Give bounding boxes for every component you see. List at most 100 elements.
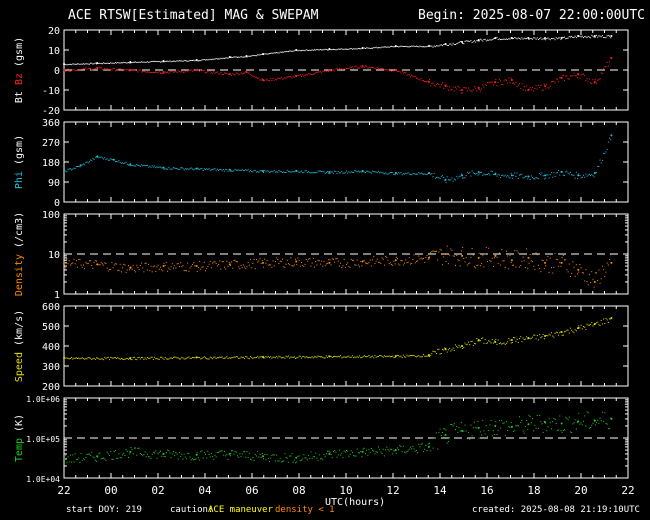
data-mark-phi — [469, 172, 471, 174]
data-mark-phi — [490, 170, 492, 172]
data-mark-temp — [161, 455, 163, 457]
data-mark-bt — [323, 49, 325, 51]
data-mark-phi — [318, 170, 320, 172]
data-mark-bz — [524, 89, 526, 91]
data-mark-phi — [485, 173, 487, 175]
data-mark-bz — [139, 69, 141, 71]
data-mark-temp — [150, 458, 152, 460]
data-mark-density — [489, 260, 491, 262]
data-mark-temp — [593, 419, 595, 421]
x-tick-label: 00 — [104, 484, 117, 497]
data-mark-temp — [487, 435, 488, 437]
data-mark-temp — [571, 432, 573, 434]
data-mark-bt — [284, 51, 286, 53]
data-mark-bz — [456, 88, 458, 90]
data-mark-bt — [465, 40, 467, 42]
data-mark-bz — [173, 71, 175, 73]
data-mark-phi — [309, 172, 311, 174]
data-mark-speed — [387, 355, 389, 357]
data-mark-bz — [348, 67, 350, 69]
data-mark-bz — [183, 71, 185, 73]
data-mark-density — [356, 259, 358, 261]
data-point-bz — [461, 89, 464, 91]
data-mark-density — [196, 270, 198, 272]
data-mark-temp — [582, 420, 584, 422]
density-note: density < 1 — [275, 505, 335, 515]
data-mark-bz — [125, 69, 127, 71]
data-mark-speed — [530, 337, 532, 339]
data-mark-temp — [369, 451, 371, 453]
data-mark-speed — [495, 338, 497, 340]
data-mark-speed — [157, 358, 159, 360]
data-mark-density — [404, 262, 406, 264]
data-mark-phi — [373, 171, 375, 173]
data-mark-density — [260, 262, 262, 264]
data-mark-phi — [229, 170, 231, 172]
data-mark-bz — [409, 76, 411, 78]
data-mark-phi — [599, 159, 601, 161]
data-mark-bt — [387, 46, 389, 48]
data-mark-temp — [201, 450, 203, 452]
data-mark-phi — [177, 168, 179, 170]
data-mark-bz — [599, 78, 601, 80]
data-mark-density — [194, 265, 196, 267]
data-mark-speed — [239, 357, 241, 359]
data-mark-bz — [226, 72, 228, 74]
data-mark-temp — [505, 421, 507, 423]
data-mark-bz — [472, 89, 474, 91]
data-mark-bt — [545, 39, 547, 41]
data-mark-temp — [92, 456, 94, 458]
data-mark-bt — [214, 58, 216, 60]
data-mark-bt — [529, 38, 531, 40]
data-mark-bz — [186, 70, 188, 72]
data-mark-density — [524, 267, 526, 269]
data-mark-density — [276, 257, 278, 259]
data-mark-speed — [334, 355, 336, 357]
data-mark-density — [401, 260, 403, 262]
data-mark-density — [550, 267, 552, 269]
data-mark-temp — [400, 445, 402, 447]
data-mark-phi — [188, 169, 190, 171]
data-mark-density — [517, 252, 519, 254]
data-mark-density — [446, 245, 448, 247]
data-mark-speed — [539, 334, 541, 336]
data-mark-temp — [606, 423, 608, 425]
data-mark-phi — [315, 172, 317, 174]
data-mark-temp — [344, 451, 346, 453]
data-mark-bz — [444, 84, 446, 86]
data-mark-phi — [536, 177, 538, 179]
data-mark-bz — [440, 83, 442, 85]
data-mark-bz — [473, 86, 475, 88]
data-mark-temp — [100, 458, 102, 460]
data-mark-density — [381, 257, 383, 259]
data-mark-temp — [73, 461, 75, 463]
data-mark-density — [400, 260, 402, 262]
data-mark-temp — [143, 454, 145, 456]
data-mark-bz — [606, 61, 608, 63]
maneuver-note: ACE maneuver — [208, 505, 274, 515]
data-mark-phi — [110, 158, 112, 160]
data-mark-temp — [328, 450, 330, 452]
data-mark-phi — [340, 172, 342, 174]
data-mark-speed — [566, 329, 568, 331]
data-mark-phi — [74, 167, 76, 169]
data-mark-density — [222, 261, 224, 263]
data-mark-phi — [167, 168, 169, 170]
data-mark-phi — [225, 168, 227, 170]
data-mark-temp — [193, 459, 195, 461]
data-mark-phi — [137, 164, 139, 166]
data-mark-speed — [528, 337, 530, 339]
data-mark-phi — [350, 171, 352, 173]
data-mark-density — [383, 264, 385, 266]
data-mark-phi — [173, 167, 175, 169]
data-mark-bz — [585, 80, 587, 82]
data-mark-bt — [568, 36, 570, 38]
data-mark-bt — [71, 64, 73, 66]
data-mark-bz — [135, 69, 137, 71]
data-mark-density — [597, 280, 599, 282]
data-mark-temp — [131, 449, 133, 451]
data-mark-density — [155, 270, 157, 272]
data-mark-speed — [238, 357, 240, 359]
data-mark-bt — [541, 39, 543, 41]
data-mark-bt — [376, 47, 378, 49]
